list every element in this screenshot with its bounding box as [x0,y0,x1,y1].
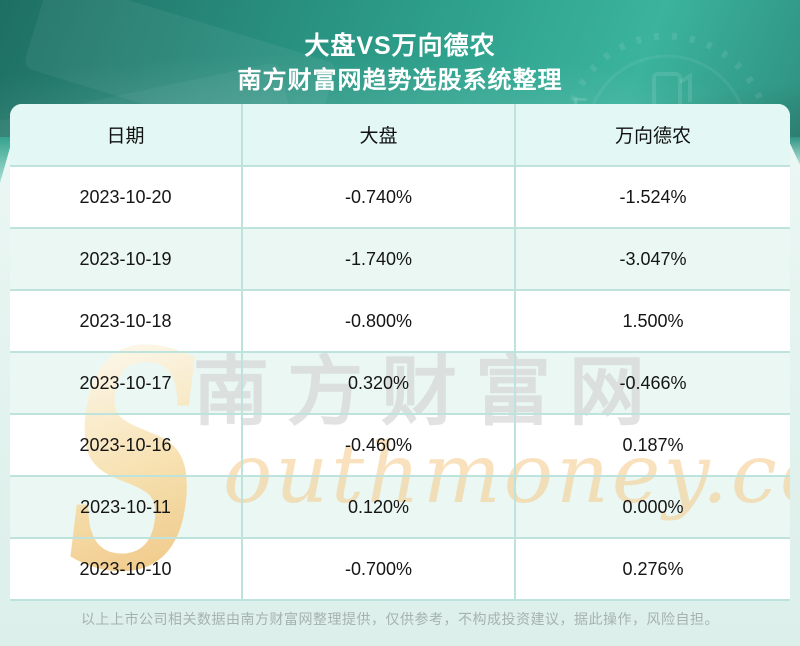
column-header-market: 大盘 [243,104,516,167]
date-cell: 2023-10-18 [10,291,243,353]
market-change-cell: -0.800% [243,291,516,353]
table-row: 2023-10-16 -0.460% 0.187% [10,415,790,477]
market-change-cell: -0.460% [243,415,516,477]
comparison-table: 日期 大盘 万向德农 2023-10-20 -0.740% -1.524% 20… [10,104,790,601]
stock-change-cell: 1.500% [516,291,790,353]
stock-change-cell: 0.000% [516,477,790,539]
column-header-date: 日期 [10,104,243,167]
date-cell: 2023-10-17 [10,353,243,415]
market-change-cell: 0.120% [243,477,516,539]
date-cell: 2023-10-10 [10,539,243,601]
date-cell: 2023-10-19 [10,229,243,291]
column-header-stock: 万向德农 [516,104,790,167]
footer-disclaimer: 以上上市公司相关数据由南方财富网整理提供，仅供参考，不构成投资建议，据此操作，风… [81,611,719,627]
market-change-cell: -0.740% [243,167,516,229]
table-row: 2023-10-18 -0.800% 1.500% [10,291,790,353]
page-subtitle: 南方财富网趋势选股系统整理 [237,67,563,94]
stock-change-cell: -0.466% [516,353,790,415]
market-change-cell: 0.320% [243,353,516,415]
table-row: 2023-10-10 -0.700% 0.276% [10,539,790,601]
date-cell: 2023-10-20 [10,167,243,229]
table-row: 2023-10-11 0.120% 0.000% [10,477,790,539]
date-cell: 2023-10-16 [10,415,243,477]
table-row: 2023-10-17 0.320% -0.466% [10,353,790,415]
market-change-cell: -1.740% [243,229,516,291]
stock-change-cell: 0.187% [516,415,790,477]
stock-change-cell: 0.276% [516,539,790,601]
stock-change-cell: -3.047% [516,229,790,291]
table-row: 2023-10-19 -1.740% -3.047% [10,229,790,291]
date-cell: 2023-10-11 [10,477,243,539]
table-row: 2023-10-20 -0.740% -1.524% [10,167,790,229]
stock-change-cell: -1.524% [516,167,790,229]
market-change-cell: -0.700% [243,539,516,601]
table-header-row: 日期 大盘 万向德农 [10,104,790,167]
page-title: 大盘VS万向德农 [304,32,496,60]
